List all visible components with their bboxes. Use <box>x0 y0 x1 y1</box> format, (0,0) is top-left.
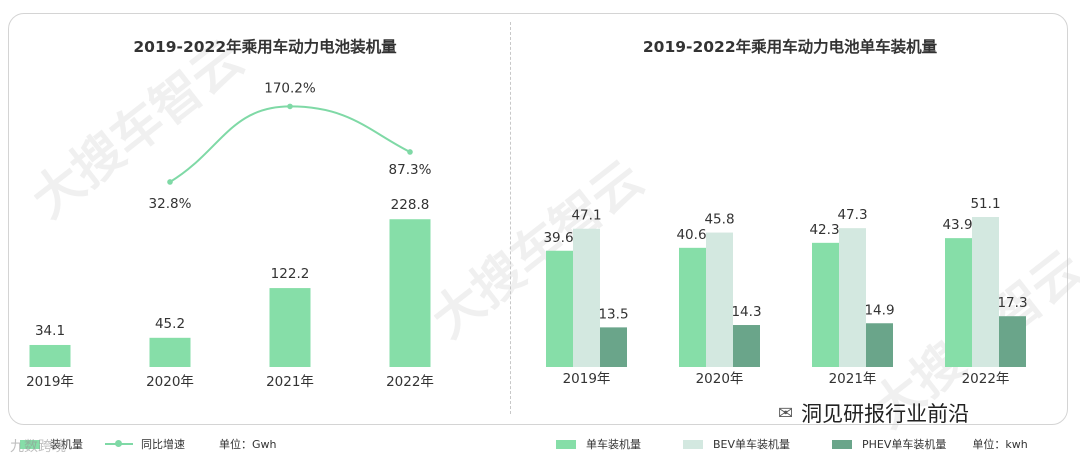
source-credit-text: 洞见研报行业前沿 <box>801 402 970 426</box>
bar-bev <box>706 232 733 367</box>
growth-value-label: 32.8% <box>149 196 192 212</box>
legend-item: BEV单车装机量 <box>683 436 790 452</box>
wechat-icon: ✉ <box>778 402 794 424</box>
legend-label: 单车装机量 <box>586 438 641 451</box>
bar-total <box>149 337 191 367</box>
x-tick-label: 2020年 <box>696 371 744 387</box>
bar-per-vehicle <box>945 238 972 367</box>
bar-phev <box>999 316 1026 367</box>
x-tick-label: 2022年 <box>962 371 1010 387</box>
legend-right: 单车装机量 BEV单车装机量 PHEV单车装机量 单位：kwh <box>556 436 1028 452</box>
bar-bev <box>839 228 866 367</box>
unit-label: 单位：kwh <box>972 438 1028 451</box>
bar-total <box>269 288 311 367</box>
x-tick-label: 2019年 <box>563 371 611 387</box>
bar-per-vehicle <box>679 247 706 367</box>
bar-value-label: 34.1 <box>35 323 65 339</box>
x-tick-label: 2022年 <box>386 374 434 390</box>
bar-value-label: 14.3 <box>731 304 761 320</box>
chart-title-left: 2019-2022年乘用车动力电池装机量 <box>133 38 397 56</box>
bar-value-label: 45.8 <box>704 212 734 228</box>
legend-label: 装机量 <box>50 438 83 451</box>
bar-bev <box>573 228 600 367</box>
growth-value-label: 87.3% <box>389 162 432 178</box>
bar-value-label: 47.1 <box>571 208 601 224</box>
legend-label: BEV单车装机量 <box>713 438 791 451</box>
bar-value-label: 42.3 <box>809 222 839 238</box>
bar-total <box>389 219 431 367</box>
bar-phev <box>600 327 627 367</box>
x-tick-label: 2021年 <box>266 374 314 390</box>
legend-item: 单车装机量 <box>556 436 641 452</box>
source-credit-secondary: 九数跨境 <box>10 439 66 455</box>
x-tick-label: 2020年 <box>146 374 194 390</box>
growth-value-label: 170.2% <box>264 80 316 96</box>
bar-value-label: 45.2 <box>155 316 185 332</box>
unit-label: 单位：Gwh <box>219 438 277 451</box>
bar-per-vehicle <box>546 250 573 367</box>
legend-item: 装机量 <box>20 436 83 452</box>
growth-point <box>167 179 173 185</box>
legend-swatch <box>556 439 576 449</box>
bar-phev <box>733 325 760 367</box>
panel-divider <box>510 22 511 414</box>
bar-value-label: 228.8 <box>391 197 430 213</box>
bar-value-label: 51.1 <box>970 196 1000 212</box>
bar-value-label: 43.9 <box>942 217 972 233</box>
x-tick-label: 2019年 <box>26 374 74 390</box>
legend-item: 同比增速 <box>105 436 185 452</box>
bar-per-vehicle <box>812 242 839 367</box>
bar-bev <box>972 217 999 367</box>
bar-value-label: 14.9 <box>864 302 894 318</box>
chart-title-right: 2019-2022年乘用车动力电池单车装机量 <box>642 38 938 56</box>
legend-label: 同比增速 <box>141 438 185 451</box>
legend-swatch <box>832 439 853 449</box>
bar-value-label: 47.3 <box>837 207 867 223</box>
growth-point <box>407 149 413 155</box>
bar-phev <box>866 323 893 367</box>
growth-point <box>287 103 293 110</box>
legend-item: PHEV单车装机量 <box>832 436 946 452</box>
bar-total <box>29 344 71 367</box>
bar-value-label: 122.2 <box>271 266 310 282</box>
bar-value-label: 13.5 <box>598 306 628 322</box>
legend-swatch <box>683 439 703 449</box>
legend-line-swatch <box>105 439 133 449</box>
bar-value-label: 39.6 <box>543 230 573 246</box>
bar-value-label: 40.6 <box>676 227 706 243</box>
legend-label: PHEV单车装机量 <box>862 438 947 451</box>
x-tick-label: 2021年 <box>829 371 877 387</box>
legend-left: 装机量 同比增速 单位：Gwh <box>20 436 277 452</box>
legend-swatch <box>20 439 40 449</box>
bar-value-label: 17.3 <box>997 295 1027 311</box>
source-credit: ✉ 洞见研报行业前沿 <box>778 398 969 428</box>
